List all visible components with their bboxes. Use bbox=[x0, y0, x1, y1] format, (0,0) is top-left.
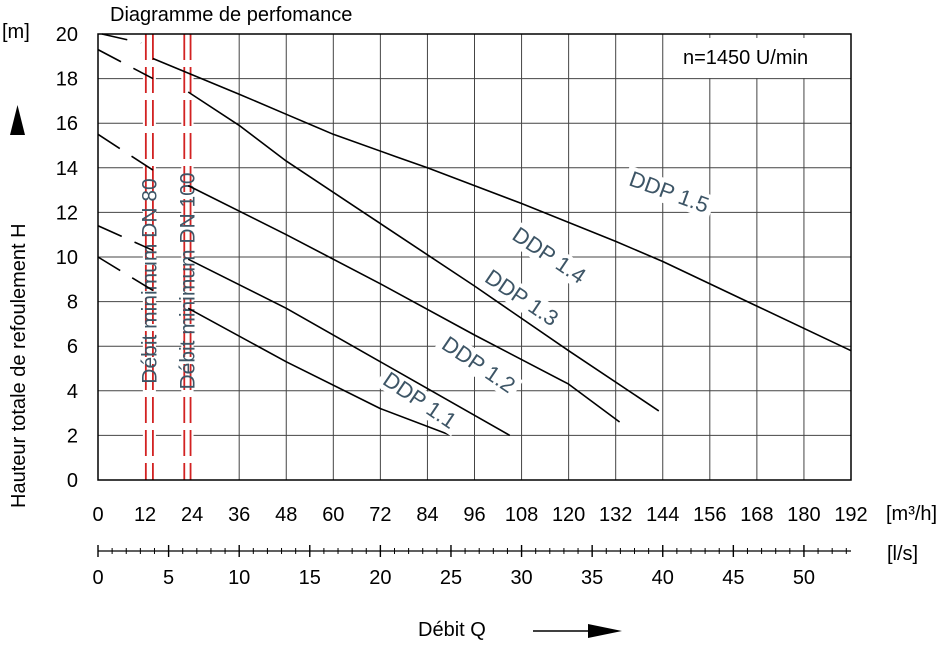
series-label-bg bbox=[621, 165, 717, 220]
x-axis-arrow-icon bbox=[588, 624, 622, 638]
y-tick-label: 18 bbox=[56, 69, 78, 91]
series-dashed-segment bbox=[97, 225, 154, 252]
x-tick-label: 108 bbox=[505, 504, 538, 526]
x2-tick-label: 0 bbox=[92, 567, 103, 589]
min-flow-lines: Débit minimum DN 80 Débit minimum DN 100 bbox=[138, 34, 199, 480]
y-tick-label: 6 bbox=[67, 336, 78, 358]
y-unit-label: [m] bbox=[2, 21, 30, 43]
x-tick-label: 96 bbox=[463, 504, 485, 526]
x2-tick-label: 50 bbox=[793, 567, 815, 589]
x2-unit-label: [l/s] bbox=[887, 543, 918, 565]
series-label-bg bbox=[433, 329, 524, 401]
series-line bbox=[187, 258, 511, 437]
x-tick-label: 24 bbox=[181, 504, 203, 526]
series-label-bg bbox=[504, 219, 594, 292]
x-tick-label: 12 bbox=[134, 504, 156, 526]
y-axis-title: Hauteur totale de refoulement H bbox=[8, 223, 30, 508]
axis-ticks: 0 12 24 36 48 60 72 84 96 108 120 132 144 156 168 180 19… bbox=[56, 24, 868, 526]
speed-annotation: n=1450 U/min bbox=[683, 47, 808, 69]
x-tick-label: 36 bbox=[228, 504, 250, 526]
y-tick-label: 12 bbox=[56, 202, 78, 224]
min-flow-label: Débit minimum DN 80 bbox=[138, 178, 161, 383]
series-label-bg bbox=[476, 262, 567, 334]
x2-tick-label: 5 bbox=[163, 567, 174, 589]
series-label: DDP 1.5 bbox=[626, 166, 712, 218]
y-tick-label: 0 bbox=[67, 470, 78, 492]
secondary-x-axis: 0 5 10 15 20 25 30 35 40 45 50 bbox=[92, 545, 851, 589]
x2-tick-label: 20 bbox=[369, 567, 391, 589]
chart-title: Diagramme de perfomance bbox=[110, 4, 352, 26]
x-tick-label: 132 bbox=[599, 504, 632, 526]
speed-annotation-box bbox=[666, 38, 850, 78]
series-curve: DDP 1.5 bbox=[101, 33, 852, 352]
x-tick-label: 60 bbox=[322, 504, 344, 526]
min-flow-band: Débit minimum DN 80 bbox=[138, 34, 161, 480]
y-tick-label: 8 bbox=[67, 292, 78, 314]
x-tick-label: 168 bbox=[740, 504, 773, 526]
x2-tick-label: 25 bbox=[440, 567, 462, 589]
series-line bbox=[152, 57, 852, 352]
x-tick-label: 144 bbox=[646, 504, 679, 526]
series-line bbox=[187, 91, 660, 412]
x-tick-label: 84 bbox=[416, 504, 438, 526]
x2-tick-label: 10 bbox=[228, 567, 250, 589]
series-label: DDP 1.2 bbox=[437, 331, 520, 398]
series-line bbox=[187, 184, 621, 423]
x2-tick-label: 45 bbox=[722, 567, 744, 589]
series-line bbox=[187, 307, 452, 437]
x-unit-label: [m³/h] bbox=[886, 503, 937, 525]
x-tick-label: 0 bbox=[92, 504, 103, 526]
series-dashed-segment bbox=[101, 33, 142, 44]
grid bbox=[97, 33, 852, 481]
x-tick-label: 48 bbox=[275, 504, 297, 526]
x-tick-label: 120 bbox=[552, 504, 585, 526]
x2-tick-label: 35 bbox=[581, 567, 603, 589]
x2-tick-label: 15 bbox=[299, 567, 321, 589]
x2-tick-label: 40 bbox=[652, 567, 674, 589]
y-tick-label: 20 bbox=[56, 24, 78, 46]
x-tick-label: 192 bbox=[834, 504, 867, 526]
x-axis-title: Débit Q bbox=[418, 619, 486, 641]
series-dashed-segment bbox=[97, 133, 154, 171]
x-tick-label: 156 bbox=[693, 504, 726, 526]
x2-tick-label: 30 bbox=[510, 567, 532, 589]
y-tick-label: 4 bbox=[67, 381, 78, 403]
min-flow-band: Débit minimum DN 100 bbox=[176, 34, 199, 480]
y-tick-label: 2 bbox=[67, 425, 78, 447]
series-dashed-segment bbox=[97, 48, 154, 80]
series-label: DDP 1.4 bbox=[508, 222, 591, 289]
plot-frame bbox=[97, 33, 852, 481]
y-axis-arrow-icon bbox=[10, 105, 25, 135]
series-label-bg bbox=[374, 364, 465, 437]
y-tick-label: 14 bbox=[56, 158, 78, 180]
x-tick-label: 180 bbox=[787, 504, 820, 526]
min-flow-label: Débit minimum DN 100 bbox=[176, 172, 199, 389]
y-tick-label: 10 bbox=[56, 247, 78, 269]
series-dashed-segment bbox=[97, 256, 154, 292]
y-tick-label: 16 bbox=[56, 113, 78, 135]
x-tick-label: 72 bbox=[369, 504, 391, 526]
